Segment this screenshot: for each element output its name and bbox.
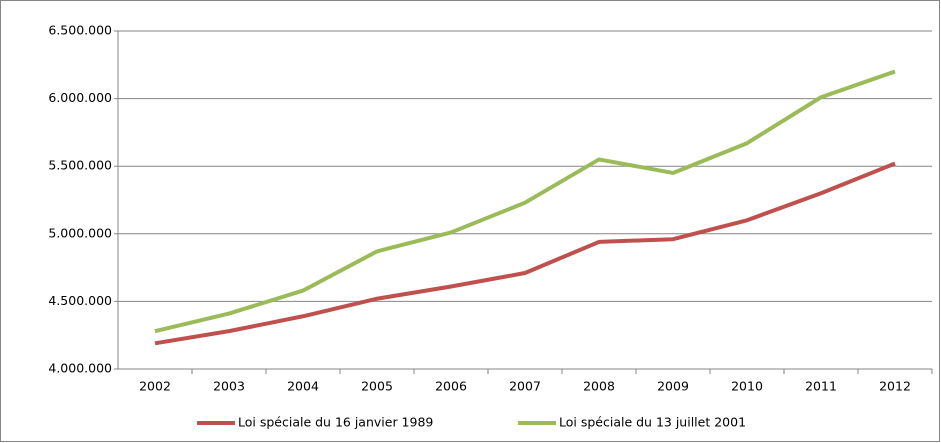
x-tick-label: 2009 [657,379,689,394]
y-tick-label: 5.500.000 [48,158,112,173]
y-tick-label: 4.500.000 [48,293,112,308]
x-tick-label: 2012 [879,379,911,394]
x-tick-label: 2002 [139,379,171,394]
series-line [154,69,896,334]
x-tick-label: 2008 [583,379,615,394]
legend-label: Loi spéciale du 13 juillet 2001 [559,415,746,430]
legend-label: Loi spéciale du 16 janvier 1989 [238,415,433,430]
series-line [154,161,896,346]
x-tick-label: 2011 [805,379,837,394]
x-tick-label: 2005 [361,379,393,394]
x-tick-label: 2010 [731,379,763,394]
x-tick-label: 2004 [287,379,319,394]
x-tick-label: 2006 [435,379,467,394]
x-tick-label: 2007 [509,379,541,394]
x-tick-label: 2003 [213,379,245,394]
y-tick-label: 5.000.000 [48,225,112,240]
y-tick-label: 6.000.000 [48,90,112,105]
y-tick-label: 4.000.000 [48,361,112,376]
y-tick-label: 6.500.000 [48,23,112,38]
